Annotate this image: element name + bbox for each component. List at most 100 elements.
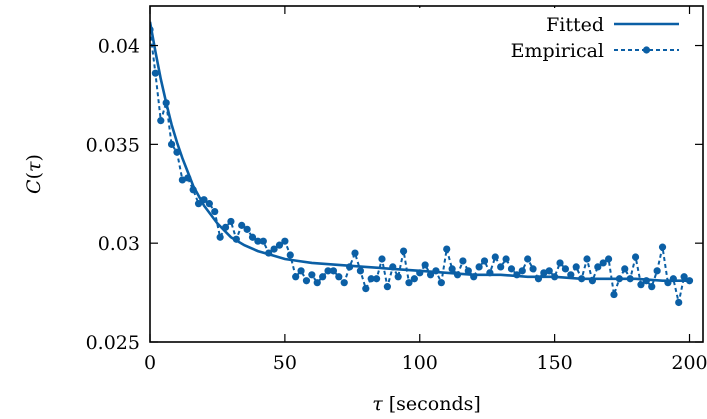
data-point — [421, 261, 429, 269]
y-axis-func: C — [23, 179, 45, 194]
data-point — [453, 271, 462, 279]
data-point — [243, 225, 251, 233]
data-point — [480, 257, 489, 265]
data-point — [367, 275, 375, 283]
x-axis-symbol: τ — [372, 393, 383, 415]
data-point — [675, 298, 683, 307]
data-point — [150, 26, 154, 34]
data-point — [157, 117, 165, 125]
data-point — [389, 263, 397, 271]
data-point — [162, 99, 170, 107]
data-point — [270, 245, 278, 253]
data-point — [448, 265, 456, 273]
data-point — [286, 251, 294, 259]
data-point — [599, 259, 607, 267]
data-point — [324, 267, 332, 275]
data-point — [356, 267, 365, 275]
data-point — [502, 255, 510, 263]
data-point — [200, 196, 208, 204]
data-point — [297, 267, 305, 275]
data-point — [167, 140, 176, 148]
data-point — [631, 253, 640, 261]
data-point — [561, 265, 570, 273]
data-point — [211, 207, 219, 216]
data-point — [335, 273, 343, 281]
data-point — [416, 269, 424, 277]
data-point — [497, 263, 505, 271]
y-tick-label: 0.03 — [98, 233, 140, 255]
data-point — [470, 273, 478, 281]
data-point — [486, 269, 494, 277]
data-point — [394, 273, 402, 281]
x-tick-label: 100 — [402, 352, 438, 374]
data-point — [265, 249, 273, 257]
plot-area — [150, 21, 694, 307]
y-axis-arg: τ — [23, 161, 45, 172]
data-point — [685, 277, 694, 285]
data-point — [372, 275, 381, 283]
data-point — [658, 243, 667, 251]
data-point — [151, 69, 159, 77]
data-point — [443, 245, 451, 253]
data-point — [346, 263, 354, 271]
data-point — [475, 263, 483, 271]
plot-frame — [149, 5, 704, 343]
data-point — [594, 263, 602, 271]
x-tick-label: 150 — [537, 352, 573, 374]
legend-background — [414, 8, 684, 66]
data-point — [292, 273, 300, 281]
data-point — [362, 285, 370, 293]
data-point — [578, 275, 586, 283]
data-point — [513, 271, 521, 279]
data-point — [642, 277, 650, 285]
data-point — [534, 275, 543, 283]
data-point — [680, 273, 688, 281]
x-axis-label: τ [seconds] — [372, 393, 481, 415]
series-line-fitted — [150, 21, 690, 283]
data-point — [551, 273, 559, 281]
data-point — [184, 174, 192, 182]
data-point — [221, 223, 230, 231]
data-point — [524, 255, 532, 263]
data-point — [232, 235, 240, 243]
data-point — [308, 271, 316, 279]
data-point — [588, 277, 597, 285]
data-point — [410, 275, 418, 283]
y-axis-label: C(τ) — [23, 154, 45, 194]
data-point — [653, 267, 661, 275]
y-tick-label: 0.035 — [86, 134, 140, 156]
data-point — [637, 281, 645, 289]
data-point — [572, 263, 580, 271]
data-point — [405, 279, 413, 287]
data-point — [194, 200, 203, 208]
data-point — [275, 241, 284, 249]
data-point — [567, 271, 575, 279]
data-point — [238, 221, 246, 229]
data-point — [216, 233, 224, 241]
data-point — [319, 273, 327, 281]
data-point — [648, 283, 656, 291]
data-point — [173, 148, 181, 156]
data-point — [583, 255, 591, 263]
data-point — [259, 237, 267, 245]
data-point — [189, 186, 197, 194]
data-point — [507, 265, 516, 273]
data-point — [329, 267, 338, 275]
data-point — [459, 257, 467, 265]
y-axis-paren-close: ) — [23, 154, 45, 161]
data-point — [621, 265, 629, 273]
data-point — [615, 275, 623, 283]
legend-label-empirical: Empirical — [511, 40, 604, 62]
data-point — [604, 255, 613, 263]
data-point — [437, 279, 445, 287]
data-point — [399, 247, 408, 255]
data-point — [556, 259, 564, 267]
data-point — [281, 237, 289, 245]
data-point — [254, 237, 262, 245]
data-point — [626, 275, 634, 283]
data-point — [227, 217, 235, 226]
data-point — [351, 249, 359, 257]
x-tick-label: 0 — [144, 352, 156, 374]
y-tick-label: 0.025 — [86, 332, 140, 354]
